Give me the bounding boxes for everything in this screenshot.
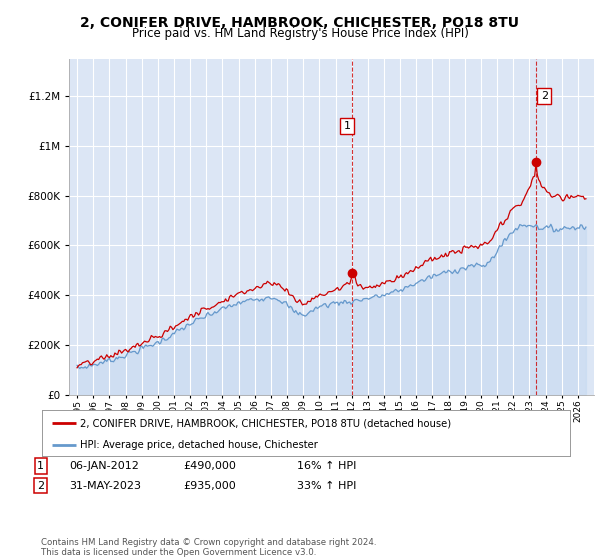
Text: 16% ↑ HPI: 16% ↑ HPI: [297, 461, 356, 471]
Text: HPI: Average price, detached house, Chichester: HPI: Average price, detached house, Chic…: [80, 440, 318, 450]
Text: £490,000: £490,000: [183, 461, 236, 471]
Text: 2: 2: [37, 480, 44, 491]
Text: 2: 2: [541, 91, 548, 101]
Text: 1: 1: [37, 461, 44, 471]
Text: 2, CONIFER DRIVE, HAMBROOK, CHICHESTER, PO18 8TU (detached house): 2, CONIFER DRIVE, HAMBROOK, CHICHESTER, …: [80, 418, 451, 428]
Text: Contains HM Land Registry data © Crown copyright and database right 2024.
This d: Contains HM Land Registry data © Crown c…: [41, 538, 376, 557]
Text: 1: 1: [344, 121, 351, 131]
Text: 33% ↑ HPI: 33% ↑ HPI: [297, 480, 356, 491]
Text: 06-JAN-2012: 06-JAN-2012: [69, 461, 139, 471]
Text: 2, CONIFER DRIVE, HAMBROOK, CHICHESTER, PO18 8TU: 2, CONIFER DRIVE, HAMBROOK, CHICHESTER, …: [80, 16, 520, 30]
Text: 31-MAY-2023: 31-MAY-2023: [69, 480, 141, 491]
Text: £935,000: £935,000: [183, 480, 236, 491]
Text: Price paid vs. HM Land Registry's House Price Index (HPI): Price paid vs. HM Land Registry's House …: [131, 27, 469, 40]
